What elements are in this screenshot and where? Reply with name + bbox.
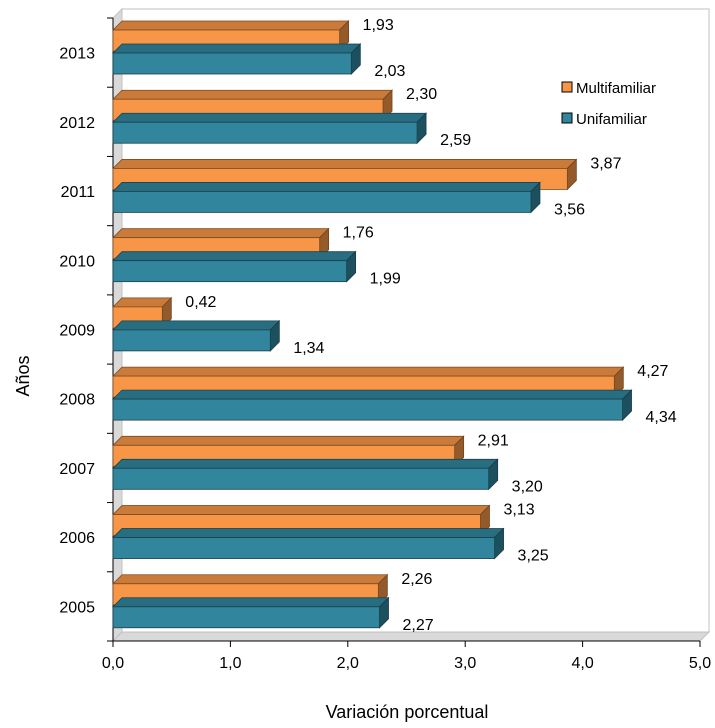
bar-front-face <box>112 606 380 629</box>
bar-front-face <box>112 398 623 421</box>
bar-top-face <box>112 366 625 377</box>
legend-label: Multifamiliar <box>576 80 656 97</box>
bar-top-face <box>112 389 633 400</box>
bar-top-face <box>112 297 173 308</box>
bar-front-face <box>112 260 348 283</box>
bar-top-face <box>112 43 362 54</box>
bar-top-face <box>112 228 330 239</box>
bar-unifamiliar <box>112 458 499 491</box>
bar-top-face <box>112 320 281 331</box>
bar-unifamiliar <box>112 319 281 352</box>
bar-top-face <box>112 89 393 100</box>
data-label: 2,27 <box>402 617 433 634</box>
bar-top-face <box>112 20 350 31</box>
x-tick-label: 5,0 <box>689 655 711 672</box>
bar-unifamiliar <box>112 181 541 214</box>
bar-top-face <box>112 112 428 123</box>
legend: Multifamiliar Unifamiliar <box>561 80 656 128</box>
bar-unifamiliar <box>112 43 362 75</box>
bar-top-face <box>112 458 499 469</box>
data-label: 3,13 <box>503 502 534 519</box>
data-label: 2,91 <box>478 432 509 449</box>
legend-swatch <box>561 112 573 124</box>
bar-front-face <box>112 121 418 144</box>
legend-label: Unifamiliar <box>576 111 647 128</box>
data-label: 3,25 <box>518 548 549 565</box>
y-tick-label: 2009 <box>59 323 95 340</box>
y-tick-label: 2012 <box>59 115 95 132</box>
axes: 0,0 1,0 2,0 3,0 4,0 5,0 2013 2012 2011 2010 2009 20… <box>59 17 711 672</box>
x-tick-label: 4,0 <box>571 655 593 672</box>
y-tick-label: 2013 <box>59 46 95 63</box>
bar-unifamiliar <box>112 389 633 422</box>
data-label: 0,42 <box>185 294 216 311</box>
bar-front-face <box>112 467 490 490</box>
bar-top-face <box>112 505 491 515</box>
data-label: 4,34 <box>646 409 677 426</box>
y-tick-label: 2008 <box>59 392 95 409</box>
y-tick-label: 2011 <box>61 184 96 201</box>
data-label: 2,59 <box>440 132 471 149</box>
data-label: 3,87 <box>590 155 621 172</box>
data-label: 1,76 <box>343 225 374 242</box>
x-tick-label: 3,0 <box>454 655 476 672</box>
bar-unifamiliar <box>112 112 428 145</box>
bar-top-face <box>112 251 357 262</box>
bars <box>112 20 633 629</box>
data-label: 2,30 <box>406 86 437 103</box>
data-label: 2,26 <box>401 571 432 588</box>
data-label: 1,34 <box>293 340 324 357</box>
y-tick-label: 2005 <box>59 599 95 616</box>
x-tick-label: 0,0 <box>102 655 124 672</box>
bar-top-face <box>112 435 465 446</box>
data-labels: 1,93 2,032,30 2,59 3,87 3,56 1,76 1,99 0,42 1,34… <box>185 17 676 634</box>
data-label: 3,56 <box>554 201 585 218</box>
bar-top-face <box>112 574 389 585</box>
x-axis-title: Variación porcentual <box>326 702 489 722</box>
bar-top-face <box>112 597 390 608</box>
data-label: 4,27 <box>637 363 668 380</box>
bar-front-face <box>112 52 352 75</box>
legend-swatch <box>561 81 573 93</box>
y-axis-title: Años <box>13 355 33 396</box>
data-label: 2,03 <box>374 63 405 80</box>
bar-top-face <box>112 528 505 538</box>
x-tick-label: 1,0 <box>219 655 241 672</box>
bar-unifamiliar <box>112 250 357 283</box>
y-tick-label: 2007 <box>59 461 95 478</box>
bar-front-face <box>112 191 532 213</box>
y-tick-label: 2010 <box>59 253 95 270</box>
bar-top-face <box>112 182 541 192</box>
bar-unifamiliar <box>112 527 505 560</box>
x-tick-label: 2,0 <box>337 655 359 672</box>
bar-top-face <box>112 159 578 169</box>
data-label: 1,99 <box>370 271 401 288</box>
bar-front-face <box>112 329 271 352</box>
bar-front-face <box>112 537 495 559</box>
bar-unifamiliar <box>112 596 390 629</box>
data-label: 1,93 <box>363 17 394 34</box>
data-label: 3,20 <box>512 478 543 495</box>
y-tick-label: 2006 <box>59 530 95 547</box>
